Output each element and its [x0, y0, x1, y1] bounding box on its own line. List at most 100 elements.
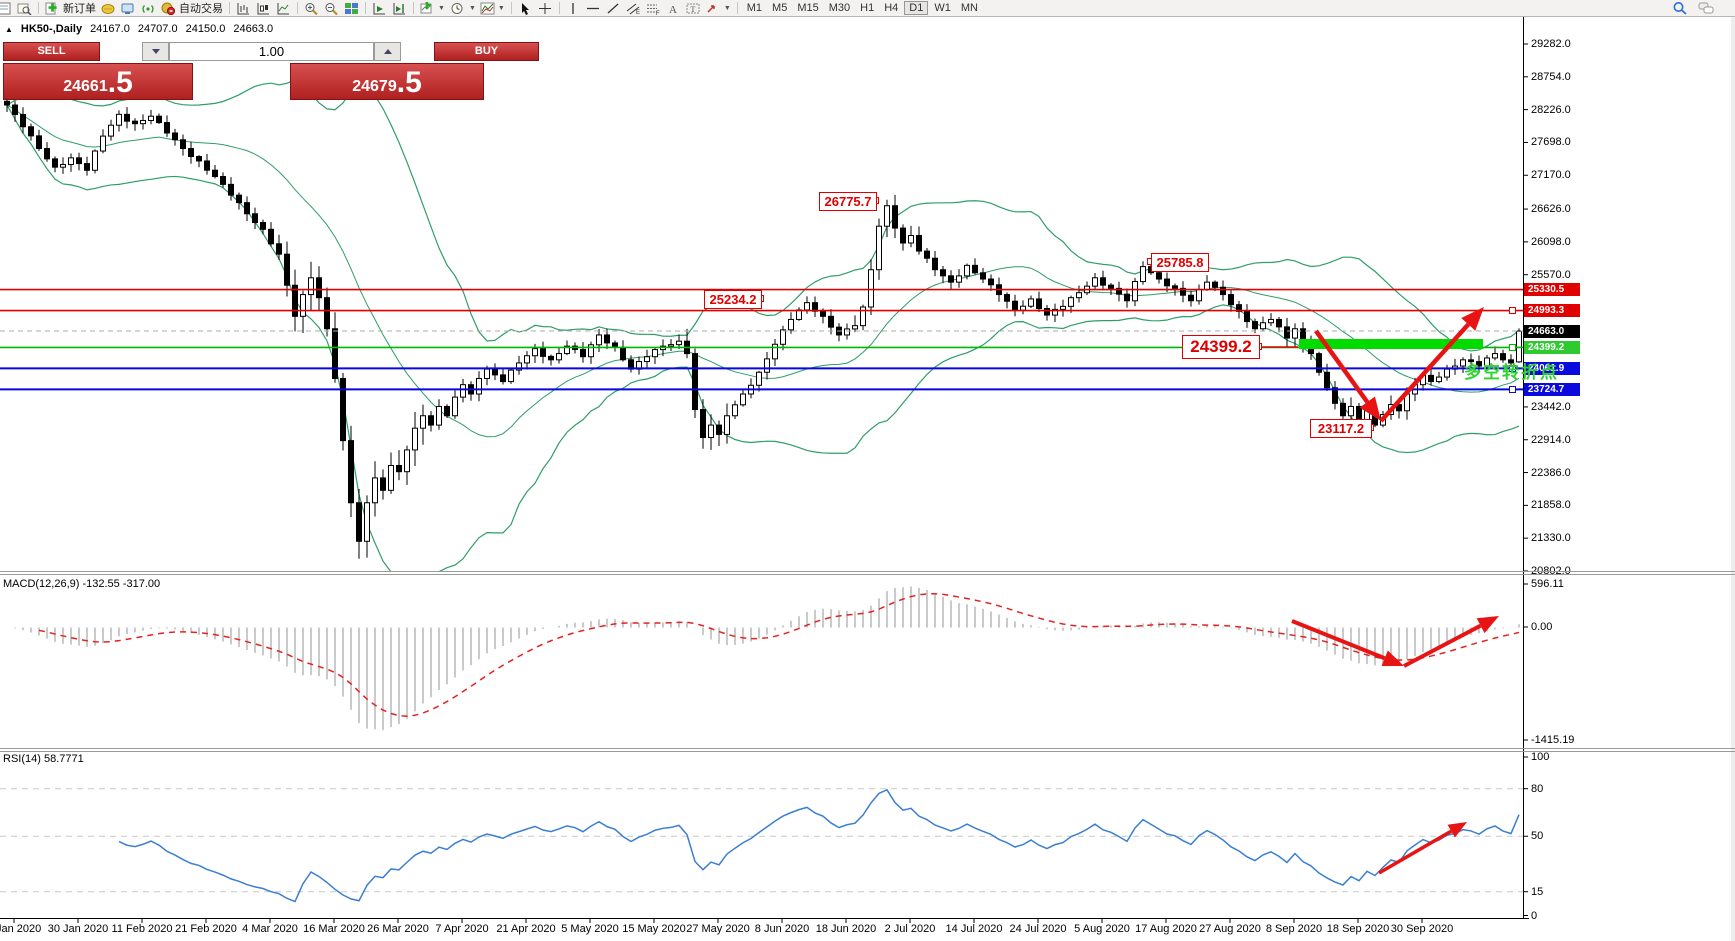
auto-scroll-button[interactable] [371, 1, 388, 16]
line-anchor-handle[interactable] [1509, 343, 1516, 351]
chart-price-label[interactable]: 23117.2 [1310, 419, 1372, 438]
line-chart-button[interactable] [275, 1, 292, 16]
gold-button[interactable] [100, 1, 117, 16]
arrows-tool-button[interactable]: ▼ [705, 1, 732, 16]
tile-windows-button[interactable] [343, 1, 360, 16]
zoom-in-button[interactable] [303, 1, 320, 16]
vertical-line-tool-button[interactable] [565, 1, 582, 16]
price-tag: 25330.5 [1524, 283, 1580, 297]
sell-price-main: 24661 [63, 78, 108, 95]
date-axis-label: 15 May 2020 [622, 923, 686, 935]
chart-shift-button[interactable] [391, 1, 408, 16]
text-label-tool-button[interactable]: T [685, 1, 702, 16]
line-anchor-handle[interactable] [1509, 307, 1516, 315]
horizontal-line-tool-button[interactable] [585, 1, 602, 16]
terminal-button[interactable] [120, 1, 137, 16]
ohlc-high: 24707.0 [137, 23, 178, 35]
date-axis-label: 21 Apr 2020 [496, 923, 556, 935]
channel-tool-button[interactable]: E [625, 1, 642, 16]
vertical-line-icon [566, 2, 581, 15]
text-tool-button[interactable]: A [665, 1, 682, 16]
timeframe-button-w1[interactable]: W1 [934, 2, 951, 14]
toolbar-separator [558, 2, 560, 14]
timeframe-button-m30[interactable]: M30 [828, 2, 851, 14]
buy-price-button[interactable]: 24679 .5 [290, 63, 484, 100]
text-label-icon: T [686, 2, 701, 15]
triangle-icon: ▲ [5, 24, 13, 34]
timeframe-button-h1[interactable]: H1 [860, 2, 875, 14]
toolbar-right-group [1671, 1, 1716, 16]
date-axis-label: 24 Jul 2020 [1009, 923, 1067, 935]
macd-label: MACD(12,26,9) -132.55 -317.00 [3, 578, 161, 590]
timeframe-button-m15[interactable]: M15 [797, 2, 819, 14]
zoom-in-icon [304, 2, 319, 15]
chart-price-label[interactable]: 25234.2 [704, 290, 762, 309]
candles [4, 95, 1522, 559]
auto-trading-label: 自动交易 [179, 3, 223, 15]
ohlc-open: 24167.0 [90, 23, 130, 35]
zoom-out-button[interactable] [323, 1, 340, 16]
chart-price-label[interactable]: 25785.8 [1151, 253, 1209, 272]
date-axis-label: 11 Feb 2020 [111, 923, 173, 935]
volume-decrease-button[interactable] [142, 42, 169, 61]
price-tag: 24663.0 [1524, 324, 1580, 338]
date-axis-label: 27 Aug 2020 [1199, 923, 1261, 935]
price-axis-tick: 21330.0 [1531, 532, 1571, 545]
date-axis-label: 5 Aug 2020 [1074, 923, 1130, 935]
timeframe-button-h4[interactable]: H4 [884, 2, 899, 14]
signals-button[interactable] [140, 1, 157, 16]
sell-button-label: SELL [37, 45, 66, 57]
buy-price-main: 24679 [352, 78, 397, 95]
trendline-tool-button[interactable] [605, 1, 622, 16]
timeframe-button-m1[interactable]: M1 [746, 2, 763, 14]
crosshair-tool-button[interactable] [537, 1, 554, 16]
data-window-button[interactable] [16, 1, 33, 16]
svg-text:F: F [656, 11, 660, 15]
candlestick-chart-button[interactable] [255, 1, 272, 16]
line-anchor-handle[interactable] [1509, 364, 1516, 372]
symbol-search-button[interactable] [1671, 1, 1689, 16]
timeframe-button-m5[interactable]: M5 [772, 2, 788, 14]
charts-list-button[interactable] [0, 1, 13, 16]
timeframe-button-d1[interactable]: D1 [904, 1, 929, 15]
clock-button[interactable] [449, 1, 466, 16]
triangle-up-icon [383, 49, 392, 54]
price-tag: 23724.7 [1524, 382, 1580, 396]
volume-input[interactable] [169, 42, 374, 61]
fibonacci-tool-button[interactable]: F [645, 1, 662, 17]
line-anchor-handle[interactable] [1509, 385, 1516, 393]
trendline-icon [606, 2, 621, 15]
macd-axis-tick: 596.11 [1531, 578, 1564, 590]
timeframe-button-mn[interactable]: MN [960, 2, 978, 14]
date-axis-label: 16 Mar 2020 [303, 923, 365, 935]
chat-button[interactable] [1697, 1, 1716, 16]
bollinger-bands [6, 79, 1520, 571]
price-axis-tick: 25570.0 [1531, 268, 1571, 281]
bar-chart-button[interactable] [235, 1, 252, 16]
cursor-tool-button[interactable] [517, 1, 534, 16]
pane-separator[interactable] [0, 748, 1735, 749]
horizontal-line-icon [586, 2, 601, 15]
sell-button[interactable]: SELL [3, 42, 100, 61]
date-axis-label: 2 Jul 2020 [884, 923, 936, 935]
annotation-note[interactable]: 多空转折点 [1464, 363, 1559, 382]
sell-price-button[interactable]: 24661 .5 [3, 63, 193, 100]
tile-windows-icon [344, 2, 359, 15]
signal-icon [141, 2, 156, 15]
axes [0, 17, 1529, 923]
volume-increase-button[interactable] [374, 42, 401, 61]
auto-trading-button[interactable]: 自动交易 [160, 1, 224, 16]
chart-price-label[interactable]: 24399.2 [1182, 335, 1260, 359]
pane-separator[interactable] [0, 571, 1735, 572]
date-axis-label: 30 Jan 2020 [47, 923, 109, 935]
date-axis-label: 8 Sep 2020 [1265, 923, 1323, 935]
profiles-button[interactable]: ▼ [479, 1, 506, 16]
new-chart-icon [420, 0, 435, 15]
new-order-button[interactable]: 新订单 [44, 1, 97, 16]
new-chart-button[interactable]: ▼ [419, 0, 446, 16]
price-axis-tick: 28754.0 [1531, 70, 1571, 83]
buy-button[interactable]: BUY [434, 42, 539, 61]
chart-price-label[interactable]: 26775.7 [819, 192, 877, 211]
chevron-down-icon[interactable]: ▼ [468, 4, 476, 12]
